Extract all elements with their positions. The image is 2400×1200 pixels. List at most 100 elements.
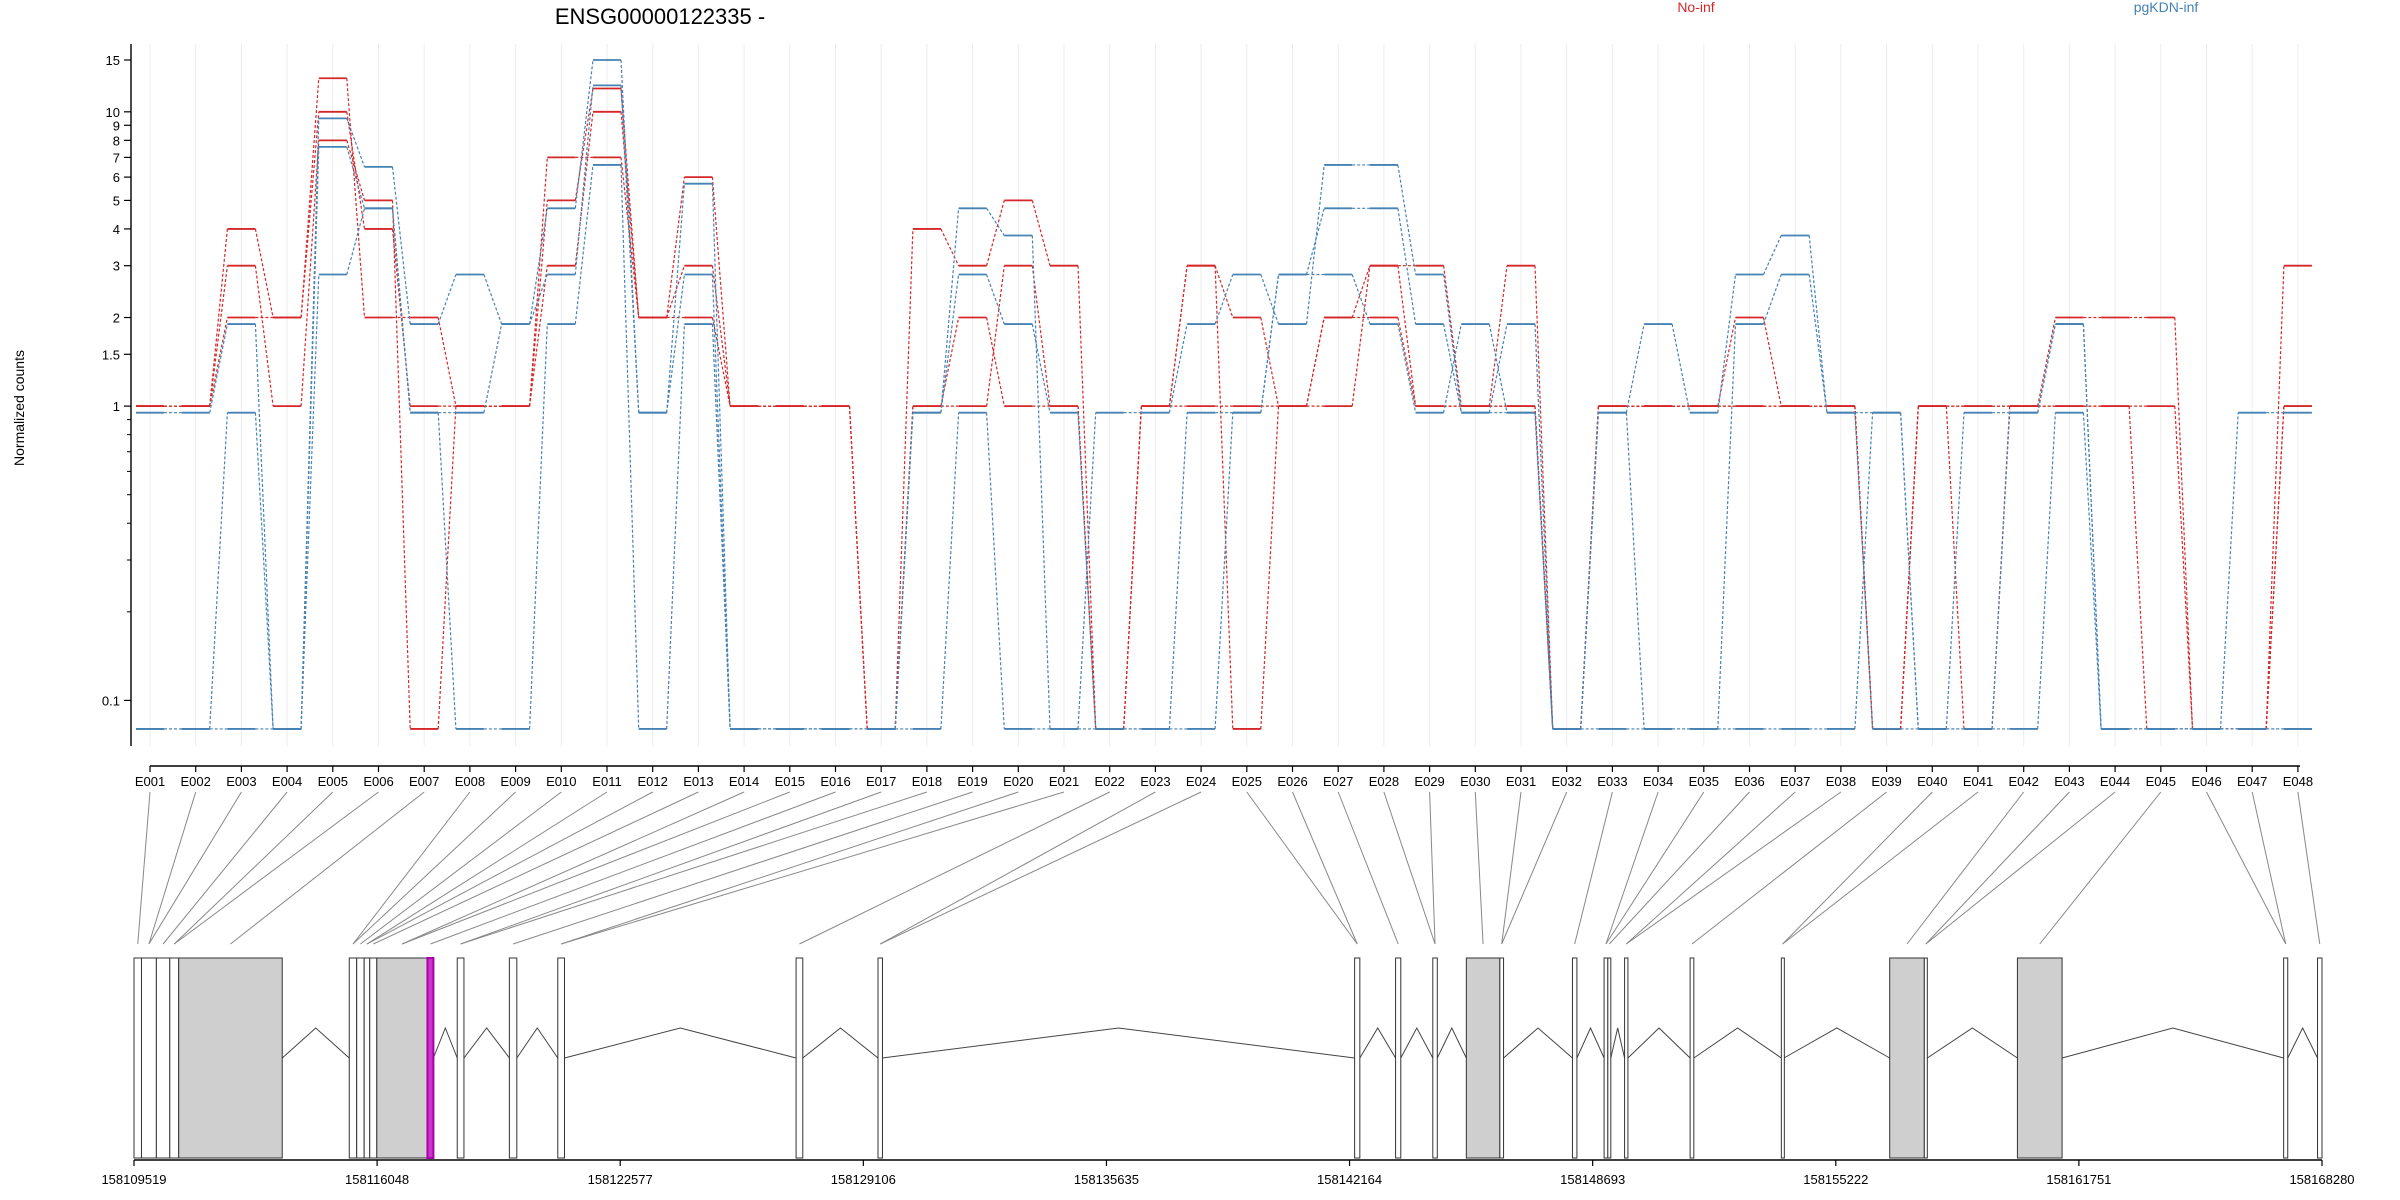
exon-box <box>1432 957 1438 1159</box>
intron-line <box>1400 1026 1434 1059</box>
exon-connector <box>1246 791 1358 945</box>
exon-connector <box>148 791 242 945</box>
x-tick-label: E030 <box>1460 774 1490 789</box>
series-connector <box>1488 323 1508 413</box>
exon-connector <box>879 791 1156 945</box>
series-connector <box>1397 323 1417 413</box>
x-tick-label: E025 <box>1232 774 1262 789</box>
x-tick-label: E034 <box>1643 774 1673 789</box>
exon-box <box>2317 957 2323 1159</box>
series-connector <box>1625 323 1645 413</box>
x-tick-label: E004 <box>272 774 302 789</box>
chart-title: ENSG00000122335 - <box>555 4 765 29</box>
series-connector <box>2174 317 2194 729</box>
x-tick-label: E031 <box>1506 774 1536 789</box>
series-connector <box>1351 274 1371 325</box>
exon-connector <box>1501 791 1568 945</box>
series-connector <box>1397 208 1417 325</box>
exon-connector <box>401 791 790 945</box>
intron-line <box>802 1027 879 1059</box>
exon-connector <box>352 791 516 945</box>
x-tick-label: E037 <box>1780 774 1810 789</box>
x-tick-label: E035 <box>1689 774 1719 789</box>
intron-line <box>1359 1027 1397 1059</box>
y-tick-label: 1.5 <box>102 347 120 362</box>
series-connector <box>1397 317 1417 407</box>
x-tick-label: E039 <box>1871 774 1901 789</box>
intron-line <box>1783 1027 1890 1059</box>
genomic-tick-label: 158135635 <box>1074 1172 1139 1187</box>
series-connector <box>666 324 685 729</box>
y-tick-label: 10 <box>106 105 120 120</box>
exon-connector <box>1429 791 1436 945</box>
exon-connector <box>366 791 653 945</box>
series-connector <box>529 208 548 325</box>
x-tick-label: E028 <box>1369 774 1399 789</box>
exon-connector <box>560 791 1065 945</box>
x-tick-label: E005 <box>318 774 348 789</box>
series-connector <box>1214 265 1234 729</box>
series-connector <box>1854 412 1874 729</box>
exon-connector <box>137 791 151 945</box>
exon-box <box>1607 957 1612 1159</box>
intron-line <box>432 1026 458 1059</box>
exon-box <box>426 957 435 1159</box>
series-connector <box>574 85 594 275</box>
exon-connector <box>1608 791 1750 945</box>
series-connector <box>1305 317 1325 407</box>
exon-connector <box>1906 791 2025 945</box>
series-connector <box>1260 274 1280 413</box>
series-connector <box>848 406 868 729</box>
x-tick-label: E012 <box>638 774 668 789</box>
exon-connector <box>1292 791 1358 945</box>
series-connector <box>437 274 457 325</box>
series-connector <box>1305 208 1325 275</box>
exon-box <box>1689 957 1695 1159</box>
x-tick-label: E017 <box>866 774 896 789</box>
x-tick-label: E021 <box>1049 774 1079 789</box>
series-connector <box>620 88 640 318</box>
series-connector <box>1900 412 1919 729</box>
series-connector <box>2037 317 2056 407</box>
exon-box <box>178 957 283 1159</box>
series-connector <box>1808 235 1828 413</box>
exon-box <box>1780 957 1785 1159</box>
exon-connector <box>1605 791 1705 945</box>
series-connector <box>1077 412 1097 729</box>
series-connector <box>1031 323 1051 413</box>
series-connector <box>1762 235 1782 275</box>
series-connector <box>254 228 274 318</box>
x-tick-label: E013 <box>683 774 713 789</box>
series-connector <box>1945 412 1965 729</box>
x-tick-label: E022 <box>1095 774 1125 789</box>
series-connector <box>1580 412 1599 729</box>
x-tick-label: E018 <box>912 774 942 789</box>
series-connector <box>209 412 228 729</box>
x-tick-label: E029 <box>1414 774 1444 789</box>
x-tick-label: E009 <box>500 774 530 789</box>
exon-box <box>877 957 883 1159</box>
exon-connector <box>1625 791 1842 945</box>
x-tick-label: E010 <box>546 774 576 789</box>
x-tick-label: E015 <box>775 774 805 789</box>
genomic-tick-label: 158116048 <box>345 1172 409 1187</box>
intron-line <box>882 1027 1355 1059</box>
series-pgkdn-inf <box>136 84 2312 730</box>
series-connector <box>1077 265 1097 729</box>
series-layer <box>136 59 2312 730</box>
series-connector <box>940 274 960 413</box>
exon-connector <box>1337 791 1399 945</box>
x-tick-label: E040 <box>1917 774 1947 789</box>
series-connector <box>986 265 1005 407</box>
genomic-tick-label: 158122577 <box>588 1172 653 1187</box>
exon-box <box>1354 957 1361 1159</box>
series-connector <box>1260 317 1280 407</box>
intron-line <box>2061 1027 2284 1059</box>
series-connector <box>940 228 960 266</box>
series-connector <box>483 274 503 325</box>
series-connector <box>711 274 731 729</box>
exon-box <box>1624 957 1629 1159</box>
series-connector <box>300 111 320 318</box>
series-connector <box>666 183 685 413</box>
series-connector <box>894 412 914 729</box>
